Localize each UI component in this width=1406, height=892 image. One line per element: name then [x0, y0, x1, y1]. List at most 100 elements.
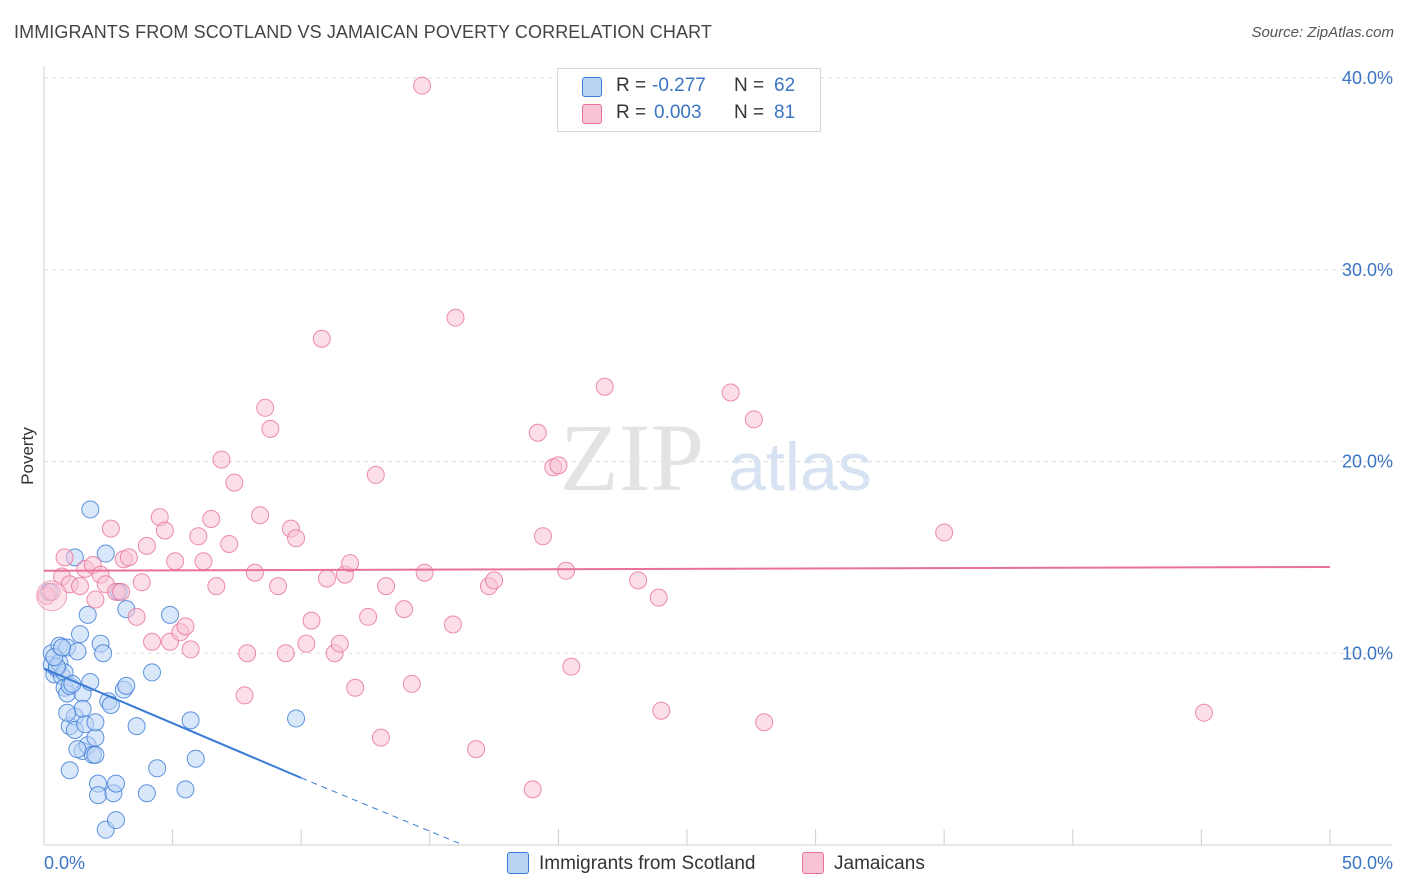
point-jamaicans: [238, 644, 257, 663]
point-jamaicans: [287, 529, 306, 548]
point-scotland: [81, 500, 100, 519]
point-jamaicans: [176, 617, 195, 636]
point-jamaicans: [132, 573, 151, 592]
point-scotland: [181, 711, 200, 730]
point-jamaicans: [297, 634, 316, 653]
point-scotland: [176, 780, 195, 799]
axes: [43, 66, 1392, 846]
point-jamaicans: [101, 519, 120, 538]
point-jamaicans: [413, 76, 432, 95]
point-scotland: [107, 774, 126, 793]
legend-label-jamaicans: Jamaicans: [834, 853, 925, 874]
point-jamaicans: [371, 728, 390, 747]
x-tick-label-max: 50.0%: [1342, 853, 1393, 873]
point-jamaicans: [359, 607, 378, 626]
watermark-zip: ZIP: [560, 404, 704, 511]
legend-n-label: N =: [734, 102, 765, 123]
trend-line-scotland-extension: [301, 777, 464, 846]
point-jamaicans: [377, 577, 396, 596]
point-jamaicans: [166, 552, 185, 571]
point-jamaicans: [251, 506, 270, 525]
point-jamaicans: [415, 563, 434, 582]
point-jamaicans: [523, 780, 542, 799]
point-jamaicans: [112, 582, 131, 601]
y-tick-label: 40.0%: [1342, 68, 1393, 88]
chart-title: IMMIGRANTS FROM SCOTLAND VS JAMAICAN POV…: [14, 22, 712, 42]
point-jamaicans: [261, 419, 280, 438]
point-scotland: [86, 745, 105, 764]
point-jamaicans: [485, 571, 504, 590]
y-tick-label: 20.0%: [1342, 452, 1393, 472]
point-jamaicans: [557, 561, 576, 580]
point-jamaicans: [181, 640, 200, 659]
point-scotland: [148, 759, 167, 778]
point-jamaicans: [55, 548, 74, 567]
point-jamaicans: [935, 523, 954, 542]
point-jamaicans: [86, 590, 105, 609]
point-jamaicans: [467, 740, 486, 759]
point-jamaicans: [302, 611, 321, 630]
point-jamaicans: [207, 577, 226, 596]
y-tick-label: 10.0%: [1342, 643, 1393, 663]
point-scotland: [68, 642, 87, 661]
point-scotland: [58, 703, 77, 722]
legend-r-label: R =: [616, 75, 647, 96]
watermark-atlas: atlas: [728, 429, 872, 505]
point-scotland: [86, 713, 105, 732]
legend-label-scotland: Immigrants from Scotland: [539, 853, 756, 874]
point-jamaicans: [549, 456, 568, 475]
point-jamaicans: [446, 308, 465, 327]
point-jamaicans: [225, 473, 244, 492]
point-jamaicans: [317, 569, 336, 588]
point-jamaicans: [1194, 703, 1213, 722]
point-jamaicans: [652, 701, 671, 720]
point-scotland: [94, 644, 113, 663]
point-jamaicans: [341, 554, 360, 573]
point-jamaicans: [649, 588, 668, 607]
point-jamaicans: [235, 686, 254, 705]
point-scotland: [127, 717, 146, 736]
stats-legend: R = -0.277 N = 62 R = 0.003 N = 81: [557, 68, 821, 132]
point-jamaicans: [755, 713, 774, 732]
trend-line-scotland: [43, 667, 302, 779]
legend-n-value: 81: [774, 102, 796, 123]
point-jamaicans: [276, 644, 295, 663]
trend-lines: [43, 565, 1331, 846]
point-jamaicans: [366, 465, 385, 484]
point-jamaicans: [202, 510, 221, 529]
point-scotland: [143, 663, 162, 682]
legend-r-value: 0.003: [654, 102, 702, 123]
point-scotland: [73, 699, 92, 718]
legend-swatch-blue: [582, 77, 602, 97]
point-scotland: [78, 605, 97, 624]
source-label: Source: ZipAtlas.com: [1251, 24, 1394, 41]
point-scotland: [96, 544, 115, 563]
point-jamaicans: [533, 527, 552, 546]
point-scotland: [53, 638, 72, 657]
point-jamaicans: [595, 377, 614, 396]
point-jamaicans: [189, 527, 208, 546]
legend-swatch-blue: [507, 852, 529, 874]
point-scotland: [89, 786, 108, 805]
point-jamaicans: [137, 536, 156, 555]
point-jamaicans: [42, 582, 61, 601]
point-jamaicans: [143, 632, 162, 651]
point-scotland: [107, 811, 126, 830]
point-jamaicans: [194, 552, 213, 571]
y-tick-label: 30.0%: [1342, 260, 1393, 280]
point-jamaicans: [155, 521, 174, 540]
legend-n-label: N =: [734, 75, 765, 96]
point-jamaicans: [71, 577, 90, 596]
point-jamaicans: [528, 423, 547, 442]
point-scotland: [60, 761, 79, 780]
point-scotland: [71, 625, 90, 644]
point-jamaicans: [744, 410, 763, 429]
point-jamaicans-cluster: [36, 580, 68, 612]
point-jamaicans: [346, 678, 365, 697]
point-jamaicans: [395, 600, 414, 619]
point-jamaicans: [443, 615, 462, 634]
legend-swatch-pink: [582, 104, 602, 124]
point-scotland: [117, 676, 136, 695]
point-jamaicans: [312, 329, 331, 348]
